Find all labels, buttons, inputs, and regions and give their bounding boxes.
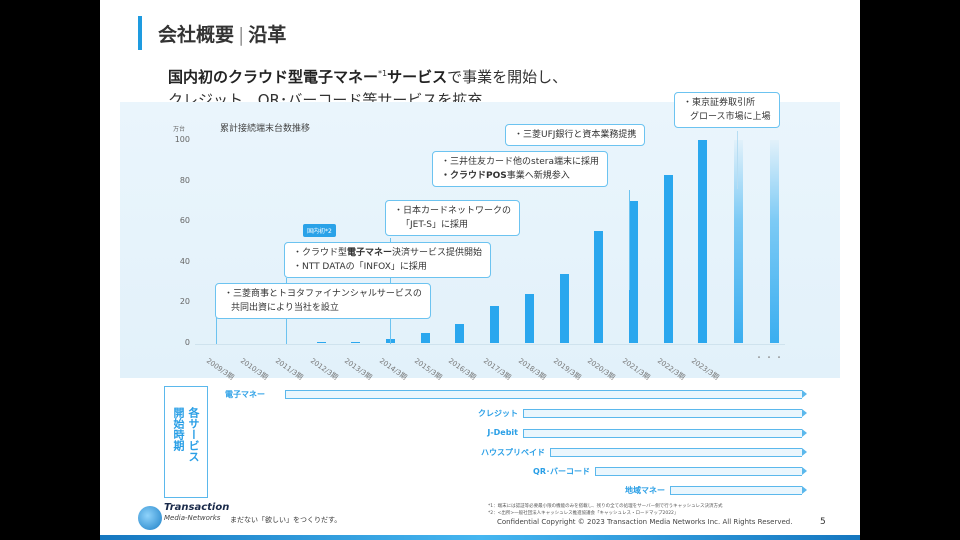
service-period-arrow [595, 467, 807, 476]
bar-2020/3期 [594, 231, 604, 343]
bar-2016/3期 [455, 323, 465, 343]
future-ellipsis: ・・・ [755, 353, 785, 362]
service-period-arrow [670, 486, 807, 495]
bar-2018/3期 [524, 294, 534, 343]
tagline: まだない「欲しい」をつくりだす。 [230, 516, 342, 524]
footnote-2: *2：<出所>一般社団法人キャッシュレス推進協議会「キャッシュレス・ロードマップ… [488, 511, 679, 516]
y-tick-label: 60 [179, 216, 190, 226]
y-tick-label: 40 [179, 256, 190, 266]
callout-text: ・東京証券取引所 [683, 98, 756, 108]
headline-rest: で事業を開始し、 [447, 68, 568, 86]
callout-text: 事業へ新規参入 [506, 171, 570, 181]
copyright: Confidential Copyright © 2023 Transactio… [497, 518, 793, 526]
callout-text: ・日本カードネットワークの [394, 206, 512, 216]
footnote-1: *1：端末には認証等必要最小限の機能のみを搭載し、残りの全ての処理をサーバー側で… [488, 504, 723, 509]
leader-line [216, 318, 217, 344]
callout-jets: ・日本カードネットワークの「JET-S」に採用 [385, 200, 521, 236]
bar-2019/3期 [559, 273, 569, 343]
callout-text: ・三菱商事とトヨタファイナンシャルサービスの [224, 289, 422, 299]
logo-line1: Transaction [164, 502, 230, 513]
callout-text: グロース市場に上場 [690, 112, 771, 122]
company-logo-icon [138, 506, 162, 530]
service-label: クレジット [478, 409, 518, 418]
future-bar [769, 140, 779, 343]
first-in-japan-badge: 国内初*2 [303, 224, 336, 237]
bottom-stripe [100, 535, 860, 540]
future-bar [734, 140, 743, 343]
callout-founding: ・三菱商事とトヨタファイナンシャルサービスの共同出資により当社を設立 [215, 283, 431, 319]
title-sub: 沿革 [248, 24, 287, 46]
service-label: ハウスプリペイド [481, 448, 545, 457]
callout-text: 「JET-S」に採用 [401, 220, 468, 230]
service-label: 電子マネー [225, 390, 265, 399]
leader-line [629, 190, 630, 290]
leader-line [737, 131, 738, 189]
callout-text: ・三菱UFJ銀行と資本業務提携 [514, 130, 637, 140]
headline-bold2: サービス [387, 68, 448, 86]
callout-mufg: ・三菱UFJ銀行と資本業務提携 [505, 124, 646, 146]
service-period-arrow [550, 448, 807, 457]
callout-stera: ・三井住友カード他のstera端末に採用 ・クラウドPOS事業へ新規参入 [432, 151, 608, 187]
bar-2013/3期 [351, 341, 361, 343]
chart-area [120, 102, 840, 378]
callout-text: ・クラウド型 [293, 248, 348, 258]
title-main: 会社概要 [158, 24, 235, 46]
callout-text: 決済サービス提供開始 [392, 248, 483, 258]
bar-2022/3期 [663, 174, 673, 343]
callout-tse-listing: ・東京証券取引所グロース市場に上場 [674, 92, 780, 128]
callout-text: 共同出資により当社を設立 [231, 303, 339, 313]
service-label: QR･バーコード [533, 467, 590, 476]
x-axis-line [195, 344, 785, 345]
service-start-box: 各サービス 開始時期 [164, 386, 208, 498]
title-accent-bar [138, 16, 142, 50]
bar-2021/3期 [628, 200, 638, 343]
service-box-label: 各サービス [187, 407, 200, 462]
slide: 会社概要 | 沿革 国内初のクラウド型電子マネー*1サービスで事業を開始し、 クレジ… [100, 0, 860, 540]
callout-text: 電子マネー [347, 248, 393, 258]
footnotes: *1：端末には認証等必要最小限の機能のみを搭載し、残りの全ての処理をサーバー側で… [488, 503, 722, 517]
service-label: J-Debit [487, 428, 518, 437]
bar-2015/3期 [420, 332, 430, 343]
headline-sup: *1 [378, 69, 388, 78]
service-box-label: 開始時期 [172, 407, 185, 451]
bar-2017/3期 [490, 306, 500, 343]
callout-text: ・三井住友カード他のstera端末に採用 [441, 157, 599, 167]
y-tick-label: 20 [179, 297, 190, 307]
service-label: 地域マネー [625, 486, 665, 495]
callout-e-money: ・クラウド型電子マネー決済サービス提供開始・NTT DATAの「INFOX」に採… [284, 242, 492, 278]
page-title: 会社概要 | 沿革 [158, 20, 286, 47]
company-logo-text: Transaction Media-Networks [164, 503, 229, 523]
callout-text: ・クラウドPOS [441, 171, 507, 181]
headline-bold: 国内初のクラウド型電子マネー [168, 68, 379, 86]
logo-line2: Media-Networks [164, 514, 221, 522]
y-unit: 万台 [173, 126, 186, 133]
y-tick-label: 0 [184, 338, 190, 347]
service-period-arrow [523, 409, 807, 418]
chart-title: 累計接続端末台数推移 [220, 124, 311, 134]
bar-2023/3期 [698, 140, 708, 343]
service-period-arrow [523, 429, 807, 438]
callout-text: ・NTT DATAの「INFOX」に採用 [293, 262, 427, 272]
bar-2012/3期 [316, 342, 326, 343]
title-separator: | [238, 24, 245, 46]
service-period-arrow [285, 390, 807, 399]
page-number: 5 [820, 517, 826, 527]
y-tick-label: 80 [179, 175, 190, 185]
y-tick-label: 100 [174, 135, 190, 144]
